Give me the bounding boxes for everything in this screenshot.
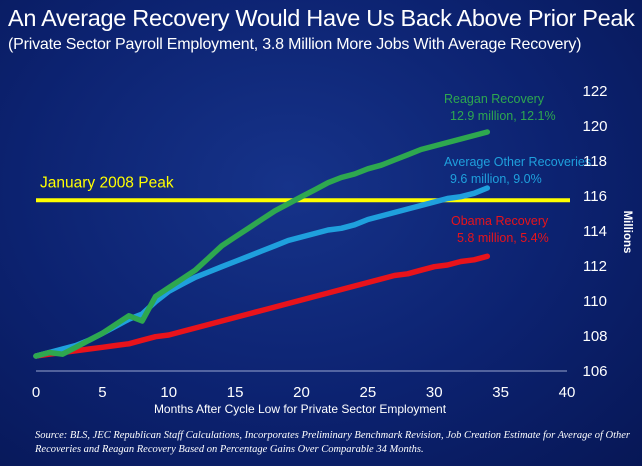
y-tick-label: 120 [582, 118, 607, 135]
source-note: Source: BLS, JEC Republican Staff Calcul… [35, 430, 631, 455]
x-tick-label: 10 [160, 384, 177, 401]
x-tick-label: 30 [426, 384, 443, 401]
y-tick-label: 118 [583, 153, 607, 170]
series-label-value: 12.9 million, 12.1% [450, 109, 556, 123]
y-tick-label: 116 [583, 188, 607, 205]
reference-line-label: January 2008 Peak [40, 174, 174, 191]
series-label-name: Average Other Recoveries [444, 155, 591, 169]
x-tick-label: 35 [492, 384, 509, 401]
x-tick-label: 20 [293, 384, 310, 401]
series-line-reagan-recovery [33, 129, 491, 359]
series-label-name: Obama Recovery [451, 214, 549, 228]
y-tick-label: 106 [582, 363, 607, 380]
y-tick-label: 110 [583, 293, 607, 310]
y-tick-label: 108 [582, 328, 607, 345]
x-tick-label: 15 [227, 384, 244, 401]
series-label-value: 5.8 million, 5.4% [457, 231, 549, 245]
chart-title: An Average Recovery Would Have Us Back A… [8, 5, 635, 31]
x-tick-label: 25 [360, 384, 377, 401]
series-line-obama-recovery [33, 253, 491, 359]
y-axis-label: Millions [621, 211, 633, 254]
series-label-name: Reagan Recovery [444, 92, 545, 106]
y-tick-label: 114 [583, 223, 607, 240]
series-label-value: 9.6 million, 9.0% [450, 172, 542, 186]
x-tick-label: 40 [559, 384, 576, 401]
x-tick-label: 5 [98, 384, 106, 401]
x-tick-label: 0 [32, 384, 40, 401]
y-tick-label: 112 [583, 258, 607, 275]
y-tick-label: 122 [582, 83, 607, 100]
x-axis-label: Months After Cycle Low for Private Secto… [154, 402, 447, 416]
chart-subtitle: (Private Sector Payroll Employment, 3.8 … [8, 36, 582, 53]
